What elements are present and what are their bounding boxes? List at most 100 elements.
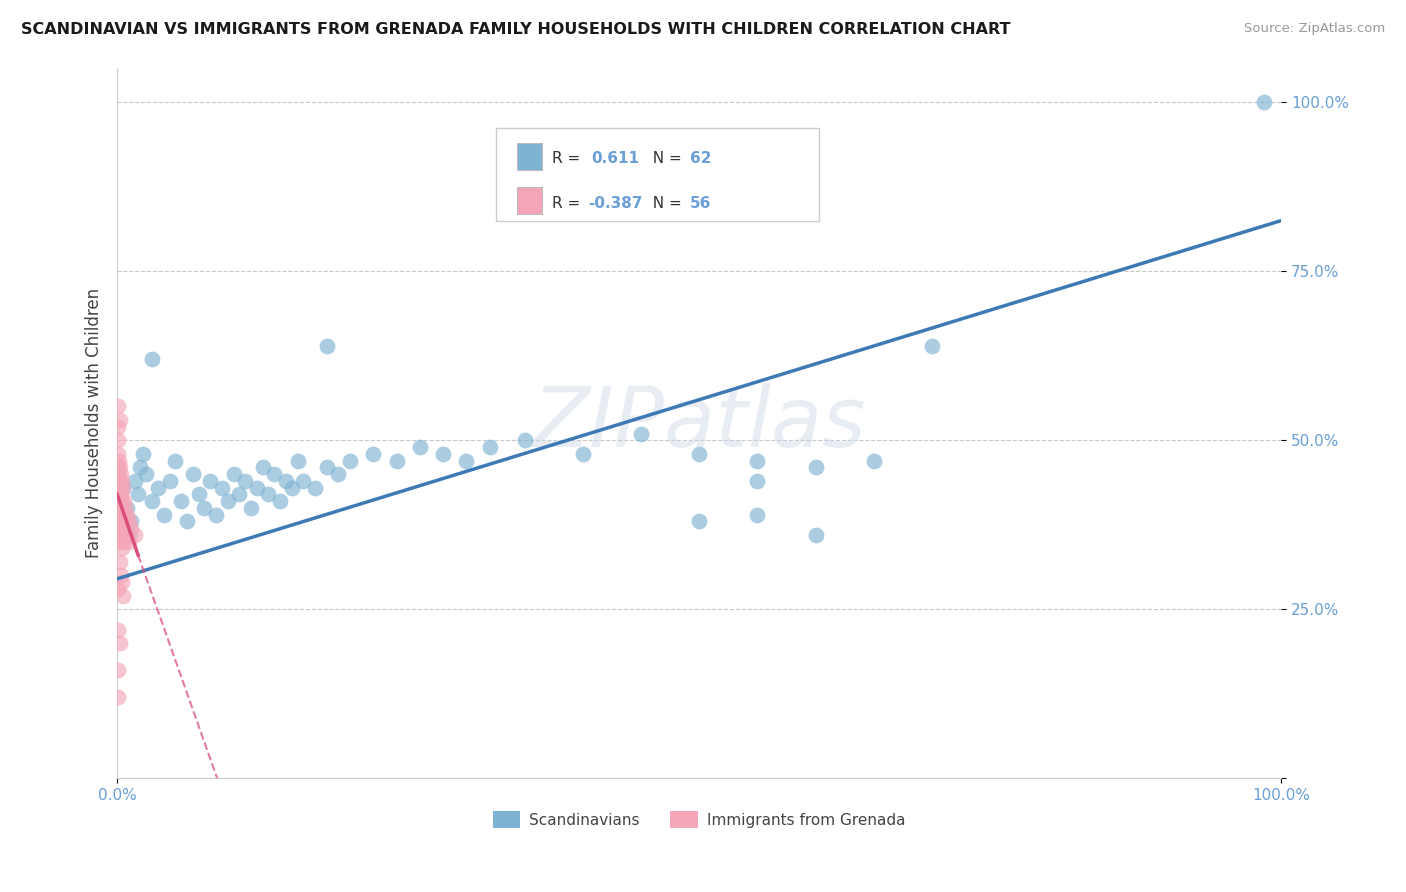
Point [111, 589, 134, 603]
Point [107, 663, 129, 677]
Point [108, 413, 131, 427]
Point [141, 494, 163, 508]
Point [269, 494, 291, 508]
Point [111, 541, 134, 556]
Point [141, 352, 163, 367]
Point [747, 508, 769, 522]
Point [112, 534, 135, 549]
Point [115, 528, 138, 542]
Y-axis label: Family Households with Children: Family Households with Children [86, 288, 103, 558]
Point [571, 447, 593, 461]
Point [107, 487, 129, 501]
Point [228, 487, 250, 501]
Point [115, 508, 138, 522]
Text: N =: N = [644, 152, 688, 167]
Point [315, 338, 337, 352]
Point [108, 474, 131, 488]
Point [200, 474, 222, 488]
Point [135, 467, 157, 481]
Point [120, 515, 142, 529]
Point [107, 447, 129, 461]
Point [108, 636, 131, 650]
Point [862, 453, 884, 467]
Point [630, 426, 652, 441]
Text: 56: 56 [690, 196, 711, 211]
Point [315, 460, 337, 475]
Point [217, 494, 239, 508]
Point [263, 467, 285, 481]
Point [152, 508, 174, 522]
Point [804, 460, 827, 475]
Point [304, 481, 326, 495]
Point [108, 494, 131, 508]
Point [111, 481, 134, 495]
Text: 0.611: 0.611 [592, 152, 640, 167]
Point [211, 481, 233, 495]
Point [110, 487, 132, 501]
Point [124, 474, 146, 488]
Text: R =: R = [551, 196, 585, 211]
Point [107, 434, 129, 448]
Point [118, 528, 141, 542]
Point [252, 460, 274, 475]
Point [170, 494, 193, 508]
Point [747, 453, 769, 467]
Point [114, 500, 136, 515]
Point [108, 528, 131, 542]
Point [193, 500, 215, 515]
Point [804, 528, 827, 542]
Point [108, 460, 131, 475]
Text: Source: ZipAtlas.com: Source: ZipAtlas.com [1244, 22, 1385, 36]
Point [129, 460, 152, 475]
Point [120, 521, 142, 535]
Point [361, 447, 384, 461]
Point [114, 521, 136, 535]
Point [107, 582, 129, 596]
Point [246, 481, 269, 495]
Point [115, 500, 138, 515]
Point [274, 474, 297, 488]
Point [165, 453, 187, 467]
Point [107, 521, 129, 535]
Point [108, 500, 131, 515]
Point [181, 467, 204, 481]
Point [747, 474, 769, 488]
Point [176, 515, 198, 529]
Point [328, 467, 350, 481]
Point [110, 568, 132, 582]
Point [456, 453, 478, 467]
Point [111, 474, 134, 488]
Text: ZIPatlas: ZIPatlas [533, 383, 866, 464]
Point [110, 467, 132, 481]
Point [240, 500, 263, 515]
Point [281, 481, 304, 495]
Point [118, 534, 141, 549]
Text: SCANDINAVIAN VS IMMIGRANTS FROM GRENADA FAMILY HOUSEHOLDS WITH CHILDREN CORRELAT: SCANDINAVIAN VS IMMIGRANTS FROM GRENADA … [21, 22, 1011, 37]
Point [124, 528, 146, 542]
Point [108, 508, 131, 522]
Point [108, 474, 131, 488]
Point [127, 487, 149, 501]
Point [257, 487, 280, 501]
Point [1253, 95, 1275, 110]
Point [118, 515, 141, 529]
Point [132, 447, 155, 461]
Point [111, 481, 134, 495]
Point [107, 515, 129, 529]
Text: 62: 62 [690, 152, 711, 167]
Point [339, 453, 361, 467]
Point [111, 575, 134, 590]
Point [222, 467, 245, 481]
Point [205, 508, 228, 522]
Point [921, 338, 943, 352]
Point [112, 515, 135, 529]
Point [107, 419, 129, 434]
Point [112, 494, 135, 508]
Point [111, 494, 134, 508]
Text: R =: R = [551, 152, 591, 167]
Text: N =: N = [644, 196, 688, 211]
Point [688, 515, 710, 529]
Point [110, 500, 132, 515]
Point [107, 481, 129, 495]
Point [107, 400, 129, 414]
